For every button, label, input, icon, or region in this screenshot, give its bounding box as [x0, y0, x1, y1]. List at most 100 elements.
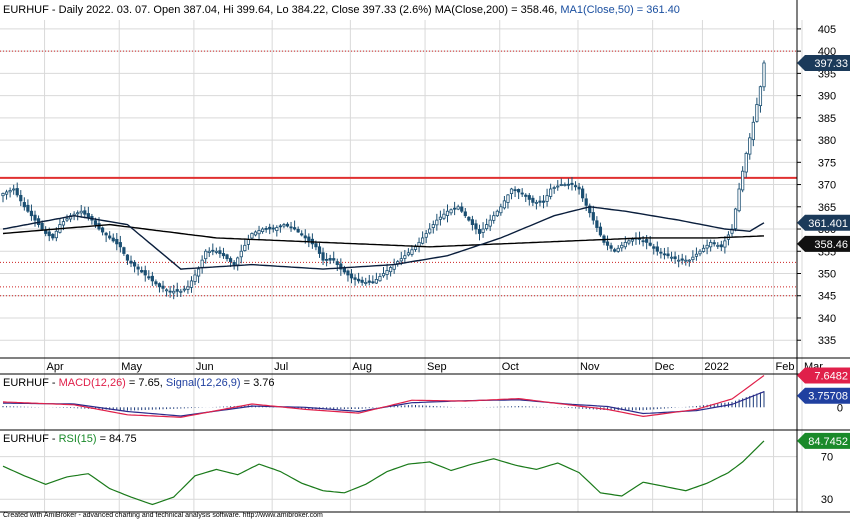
candle-body [342, 267, 346, 273]
candle-body [477, 229, 482, 234]
candle-body [147, 276, 151, 279]
candle-body [456, 206, 460, 210]
candle-body [246, 239, 250, 245]
candle-body [196, 268, 201, 277]
candle-body [292, 227, 297, 230]
candle-body [524, 194, 528, 197]
candle-body [470, 219, 475, 225]
main-title: EURHUF - Daily 2022. 03. 07. Open 387.04… [3, 4, 680, 16]
candle-body [65, 218, 69, 221]
candle-body [300, 233, 304, 236]
candle-body [613, 249, 617, 252]
candle-body [577, 186, 581, 190]
candle-body [385, 270, 389, 275]
candle-body [232, 261, 236, 266]
candle-body [389, 267, 393, 273]
candle-body [182, 288, 186, 291]
candle-body [211, 249, 215, 252]
candle-body [140, 270, 144, 273]
candle-body [648, 242, 652, 246]
candle-body [271, 227, 275, 230]
candle-body [83, 210, 87, 215]
candle-body [282, 224, 286, 227]
candle-body [364, 281, 368, 284]
candle-body [26, 204, 30, 212]
candle-body [499, 206, 503, 214]
candle-body [317, 246, 322, 254]
candle-body [502, 200, 507, 209]
candle-body [659, 251, 663, 254]
candle-body [115, 238, 119, 245]
candle-body [125, 254, 130, 261]
candle-body [403, 255, 407, 259]
candle-body [588, 205, 592, 214]
candle-body [97, 223, 101, 230]
rsi-tag-shape [797, 432, 850, 449]
candle-body [339, 263, 343, 270]
candle-body [509, 188, 514, 195]
candle-body [200, 259, 204, 268]
candle-body [673, 256, 677, 260]
candle-body [755, 104, 759, 122]
candle-body [257, 230, 261, 235]
candle-body [314, 243, 318, 248]
y-tick-label: 375 [818, 157, 836, 169]
ma50-line [2, 206, 765, 270]
candle-body [630, 239, 635, 242]
candle-body [111, 237, 115, 242]
candle-body [204, 250, 208, 260]
macd-tag: 7.6482 [797, 367, 850, 384]
candle-body [122, 247, 126, 254]
candle-body [86, 213, 90, 218]
candle-body [68, 215, 73, 220]
series-lines [2, 206, 765, 506]
signal-tag-text: 3.75708 [808, 391, 848, 403]
candle-body [541, 200, 546, 203]
candle-body [591, 212, 595, 221]
rsi-title: EURHUF - RSI(15) = 84.75 [3, 433, 137, 445]
x-tick-label: Dec [655, 361, 675, 373]
candle-body [723, 240, 727, 248]
candle-body [751, 121, 755, 140]
candle-body [275, 227, 279, 231]
candle-body [168, 290, 172, 293]
candle-body [108, 235, 112, 239]
price-tag-text: 397.33 [814, 58, 848, 70]
candle-body [641, 240, 645, 243]
candle-body [214, 250, 218, 253]
candle-body [161, 285, 165, 289]
candle-body [93, 220, 98, 225]
candle-body [207, 250, 211, 253]
candle-body [442, 213, 446, 219]
candle-body [467, 216, 471, 221]
y-tick-label: 395 [818, 68, 836, 80]
candle-body [549, 188, 553, 197]
candle-body [150, 275, 154, 282]
candle-body [559, 184, 563, 186]
candle-body [517, 189, 521, 193]
candle-body [563, 184, 567, 186]
candle-body [595, 220, 599, 228]
candle-body [175, 289, 179, 292]
macd-tag-shape [797, 367, 850, 384]
candles [1, 60, 766, 300]
candle-body [325, 258, 329, 261]
candle-body [453, 207, 457, 210]
candle-body [741, 170, 745, 191]
candle-body [349, 273, 354, 279]
candle-body [460, 206, 464, 212]
candle-body [552, 187, 556, 189]
candle-body [1, 193, 5, 197]
candle-body [76, 212, 80, 215]
signal-tag-shape [797, 387, 850, 404]
y-tick-label: 350 [818, 269, 836, 281]
candle-body [79, 210, 83, 214]
candle-body [4, 191, 9, 195]
candle-body [737, 188, 741, 212]
candle-body [662, 253, 667, 256]
candle-body [652, 246, 656, 249]
candle-body [527, 195, 531, 200]
candle-body [118, 242, 122, 248]
candle-body [353, 277, 357, 280]
